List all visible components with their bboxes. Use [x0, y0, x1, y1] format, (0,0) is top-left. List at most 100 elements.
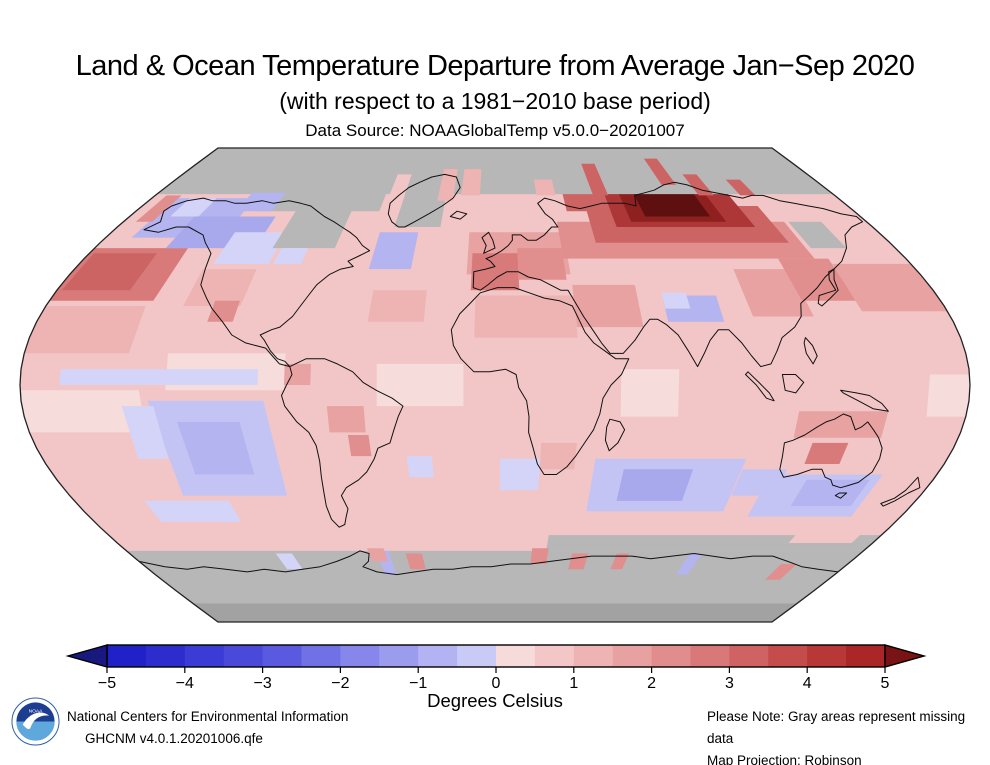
anomaly-cell	[610, 553, 629, 570]
greenland-coastline	[387, 173, 461, 228]
anomaly-cell	[725, 179, 756, 196]
anomaly-cell	[437, 169, 458, 201]
anomaly-cell	[368, 232, 419, 270]
anomaly-cell	[643, 158, 677, 185]
anomaly-cell	[367, 290, 427, 322]
noaa-logo-text: NOAA	[29, 709, 44, 715]
footer-org: National Centers for Environmental Infor…	[67, 709, 349, 724]
anomaly-cell	[59, 369, 258, 385]
iceland-coastline	[449, 210, 468, 220]
footer-right: Please Note: Gray areas represent missin…	[707, 706, 990, 765]
anomaly-cell	[804, 442, 849, 464]
colorbar-segment	[612, 645, 653, 667]
colorbar-segment	[496, 645, 536, 667]
anomaly-cell	[255, 192, 387, 212]
colorbar-tick-label: −4	[176, 675, 194, 692]
anomaly-cell	[167, 603, 823, 622]
colorbar-segment	[262, 645, 302, 667]
colorbar-tick-label: 1	[569, 675, 578, 692]
anomaly-cell	[530, 548, 549, 564]
anomaly-cell	[20, 306, 146, 354]
colorbar: −5 −4 −3 −2 −1 0 1 2 3 4 5	[65, 644, 927, 692]
anomaly-cell	[470, 253, 520, 291]
colorbar-tick-label: −5	[98, 675, 116, 692]
colorbar-segment	[729, 645, 769, 667]
anomaly-cell	[121, 406, 169, 459]
colorbar-right-arrow-icon	[884, 644, 927, 668]
data-source-label: Data Source: NOAAGlobalTemp v5.0.0−20201…	[305, 121, 685, 140]
new-guinea-coastline	[840, 389, 889, 412]
anomaly-cell	[778, 258, 857, 301]
footer-projection: Map Projection: Robinson	[707, 753, 862, 765]
anomaly-cell	[347, 435, 372, 457]
noaa-logo-icon: NOAA	[11, 697, 60, 746]
colorbar-segment	[457, 645, 497, 667]
colorbar-segment	[418, 645, 458, 667]
anomaly-cell	[474, 295, 578, 338]
colorbar-segment	[223, 645, 264, 667]
anomaly-cell	[461, 169, 482, 196]
colorbar-segment	[107, 645, 147, 667]
footer-dataset: GHCNM v4.0.1.20201006.qfe	[85, 731, 263, 746]
page-subtitle: (with respect to a 1981−2010 base period…	[279, 88, 711, 114]
page-title: Land & Ocean Temperature Departure from …	[75, 50, 915, 82]
anomaly-cell	[405, 553, 426, 570]
south-america-coastline	[281, 358, 404, 528]
colorbar-segment	[807, 645, 847, 667]
anomaly-cell	[572, 284, 644, 328]
madagascar-coastline	[604, 418, 626, 452]
anomaly-cell	[135, 195, 182, 222]
map-base	[20, 148, 970, 622]
anomaly-cell	[367, 548, 389, 562]
antarctica-coastline	[138, 550, 839, 576]
anomaly-cell	[765, 564, 797, 580]
anomaly-cell	[273, 248, 309, 264]
anomaly-cell	[534, 179, 556, 196]
colorbar-tick-label: 3	[725, 675, 734, 692]
temperature-patches	[20, 148, 970, 622]
noaa-logo-bird-icon	[22, 712, 50, 730]
anomaly-cell	[620, 369, 680, 417]
colorbar-tick-label: −1	[409, 675, 427, 692]
colorbar-segment	[340, 645, 380, 667]
anomaly-cell	[176, 421, 255, 475]
colorbar-tick-label: −3	[253, 675, 271, 692]
borneo-coastline	[781, 374, 805, 394]
anomaly-cell	[676, 553, 703, 575]
anomaly-cell	[926, 374, 970, 417]
colorbar-unit-label: Degrees Celsius	[427, 690, 563, 711]
anomaly-cell	[213, 232, 287, 264]
colorbar-left-arrow-icon	[65, 644, 108, 668]
anomaly-cell	[788, 221, 847, 249]
colorbar-tick-label: 5	[881, 675, 890, 692]
anomaly-cell	[207, 300, 240, 322]
north-america-coastline	[143, 197, 371, 368]
britain-coastline	[481, 231, 496, 254]
colorbar-tick-label: −2	[331, 675, 349, 692]
australia-coastline	[779, 413, 883, 489]
anomaly-cell	[499, 458, 541, 491]
anomaly-cell	[581, 163, 609, 196]
coastlines	[138, 173, 921, 576]
anomaly-cell	[272, 206, 354, 249]
colorbar-segment	[145, 645, 186, 667]
tasmania-coastline	[834, 492, 848, 499]
anomaly-cell	[326, 406, 366, 433]
colorbar-segment	[534, 645, 575, 667]
anomaly-cell	[376, 363, 464, 407]
anomaly-cell	[788, 529, 866, 543]
anomaly-cell	[394, 169, 451, 227]
anomaly-cell	[682, 174, 714, 196]
anomaly-cell	[790, 479, 870, 507]
colorbar-segment	[379, 645, 419, 667]
colorbar-tick-label: 0	[492, 675, 501, 692]
sumatra-coastline	[745, 371, 775, 402]
anomaly-cell	[128, 148, 862, 195]
map-outline	[19, 147, 971, 623]
anomaly-cell	[385, 174, 412, 206]
philippines-coastline	[803, 337, 818, 365]
anomaly-cell	[539, 442, 577, 470]
anomaly-cell	[275, 553, 303, 570]
colorbar-tick-label: 4	[803, 675, 812, 692]
